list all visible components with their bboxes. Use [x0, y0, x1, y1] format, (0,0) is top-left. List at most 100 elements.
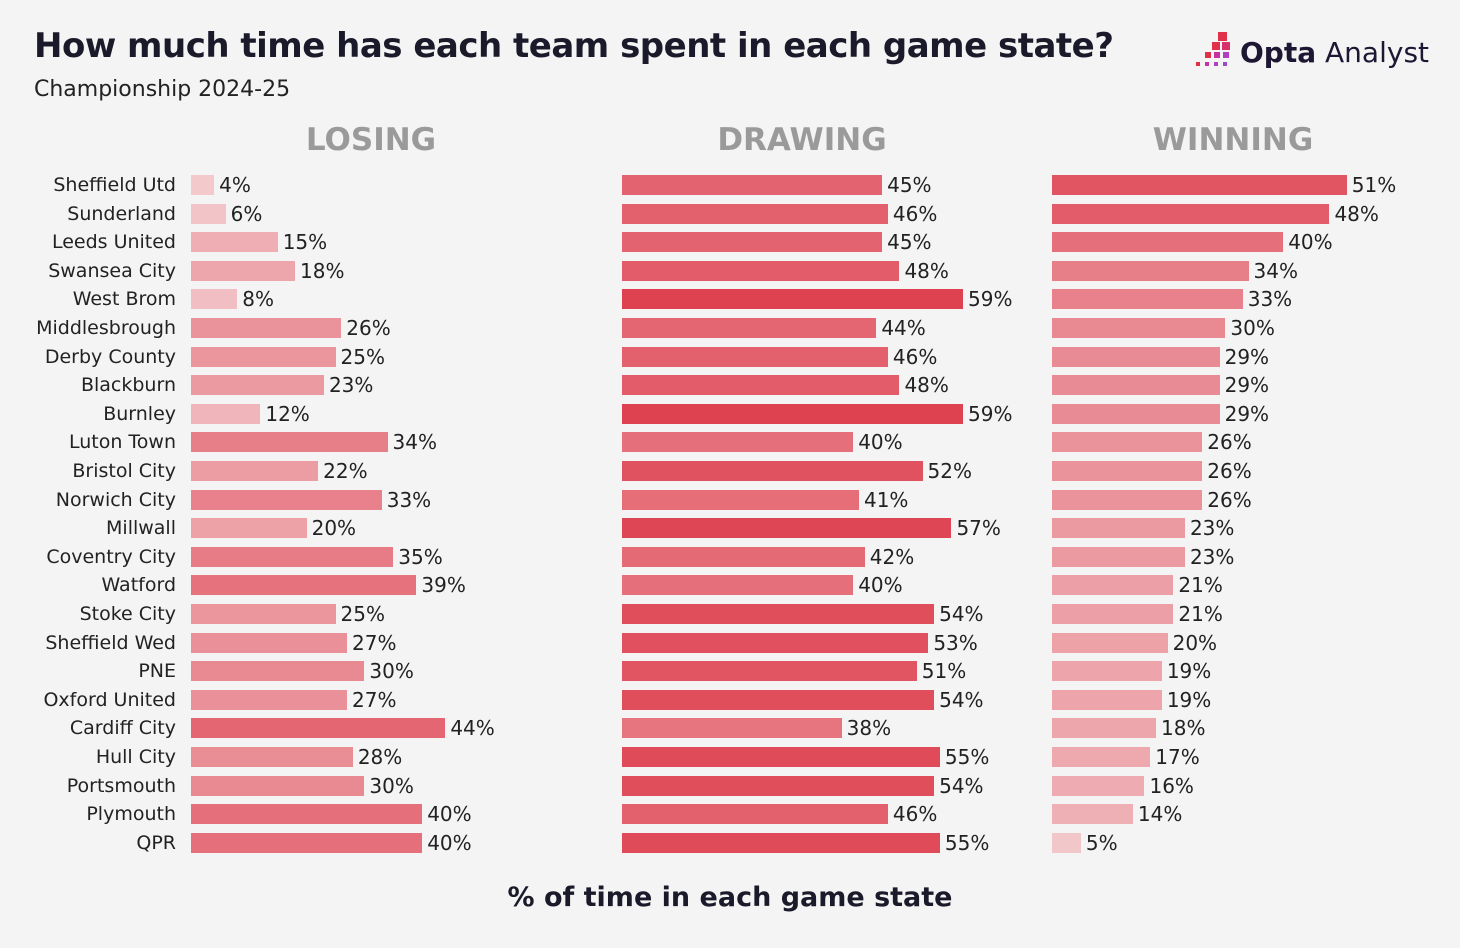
team-label: QPR: [136, 831, 176, 854]
data-label: 52%: [927, 459, 972, 483]
data-label: 17%: [1155, 745, 1200, 769]
data-label: 38%: [846, 716, 892, 741]
data-label: 48%: [1334, 201, 1379, 226]
data-label: 23%: [328, 373, 374, 398]
data-label: 30%: [369, 773, 414, 798]
bar-winning: [1052, 718, 1157, 739]
bar-drawing: [622, 489, 859, 510]
bar-losing: [191, 632, 348, 653]
data-label: 20%: [1172, 630, 1218, 655]
data-label: 16%: [1149, 773, 1194, 798]
bar-drawing: [622, 346, 888, 367]
bar-losing: [191, 518, 307, 539]
data-label: 29%: [1224, 401, 1270, 426]
team-label: Watford: [101, 574, 176, 597]
chart-subtitle: Championship 2024-25: [34, 77, 291, 102]
logo-text-bold: Opta: [1240, 35, 1317, 69]
data-label: 39%: [421, 573, 466, 598]
team-label: Portsmouth: [66, 774, 176, 797]
team-label: Oxford United: [43, 688, 176, 711]
bar-losing: [191, 546, 394, 567]
bar-winning: [1052, 661, 1162, 682]
bar-winning: [1052, 632, 1168, 653]
bar-winning: [1052, 832, 1081, 853]
team-label: Swansea City: [48, 259, 176, 282]
team-label: Hull City: [95, 746, 176, 768]
bar-winning: [1052, 346, 1220, 367]
logo-text-light: Analyst: [1325, 35, 1430, 69]
data-label: 23%: [1189, 516, 1235, 541]
team-label: Plymouth: [86, 803, 176, 826]
team-label: Burnley: [103, 402, 176, 425]
bar-losing: [191, 775, 365, 796]
team-label: Leeds United: [51, 231, 176, 254]
data-label: 59%: [968, 401, 1013, 426]
bar-losing: [191, 747, 353, 767]
data-label: 48%: [904, 258, 949, 283]
data-label: 18%: [1161, 716, 1206, 741]
bar-winning: [1052, 546, 1185, 567]
data-label: 40%: [858, 573, 903, 598]
data-label: 25%: [340, 602, 385, 626]
data-label: 40%: [427, 830, 472, 855]
bar-drawing: [622, 518, 952, 539]
bar-losing: [191, 175, 215, 195]
chart-title: How much time has each team spent in eac…: [34, 26, 1114, 66]
bar-losing: [191, 203, 226, 224]
bar-losing: [191, 289, 238, 310]
team-label: Coventry City: [46, 545, 176, 568]
bar-losing: [191, 575, 417, 596]
data-label: 45%: [887, 173, 932, 197]
bar-losing: [191, 718, 446, 739]
bar-drawing: [622, 403, 964, 424]
data-label: 40%: [427, 802, 472, 827]
team-label: Sunderland: [67, 202, 176, 225]
data-label: 33%: [1247, 287, 1293, 312]
opta-analyst-logo: Opta Analyst: [1192, 32, 1429, 72]
column-header-winning: WINNING: [1152, 122, 1314, 158]
team-label: West Brom: [72, 288, 176, 311]
bar-drawing: [622, 289, 964, 310]
bar-drawing: [622, 318, 877, 338]
bar-drawing: [622, 832, 940, 853]
data-label: 12%: [265, 401, 310, 426]
data-label: 26%: [1207, 487, 1252, 512]
bar-winning: [1052, 604, 1174, 624]
data-label: 21%: [1178, 602, 1223, 626]
data-label: 21%: [1178, 573, 1223, 598]
bar-drawing: [622, 175, 883, 195]
data-label: 5%: [1085, 830, 1118, 855]
bar-winning: [1052, 203, 1330, 224]
bar-drawing: [622, 232, 883, 253]
bar-winning: [1052, 747, 1151, 767]
bar-drawing: [622, 718, 842, 739]
bar-losing: [191, 232, 278, 253]
data-label: 44%: [450, 716, 495, 741]
team-label: Derby County: [44, 345, 176, 368]
bar-winning: [1052, 289, 1243, 310]
x-axis-label: % of time in each game state: [507, 882, 953, 913]
team-label: Stoke City: [79, 603, 176, 625]
bar-losing: [191, 260, 296, 281]
bar-drawing: [622, 775, 935, 796]
data-label: 6%: [230, 201, 263, 226]
data-label: 40%: [1288, 230, 1333, 255]
bar-winning: [1052, 432, 1203, 453]
data-label: 34%: [392, 430, 437, 455]
data-label: 35%: [398, 544, 443, 569]
team-label: Sheffield Wed: [45, 631, 176, 654]
data-label: 57%: [956, 516, 1001, 541]
data-label: 41%: [863, 487, 909, 512]
data-label: 25%: [340, 344, 385, 369]
data-label: 51%: [1351, 173, 1397, 197]
data-label: 20%: [311, 516, 357, 541]
bar-losing: [191, 489, 382, 510]
data-label: 29%: [1224, 344, 1270, 369]
data-label: 34%: [1253, 258, 1298, 283]
bar-drawing: [622, 432, 854, 453]
team-label: Norwich City: [55, 488, 176, 511]
bar-winning: [1052, 403, 1220, 424]
data-label: 55%: [944, 830, 990, 855]
bar-winning: [1052, 175, 1347, 195]
bar-losing: [191, 604, 336, 624]
